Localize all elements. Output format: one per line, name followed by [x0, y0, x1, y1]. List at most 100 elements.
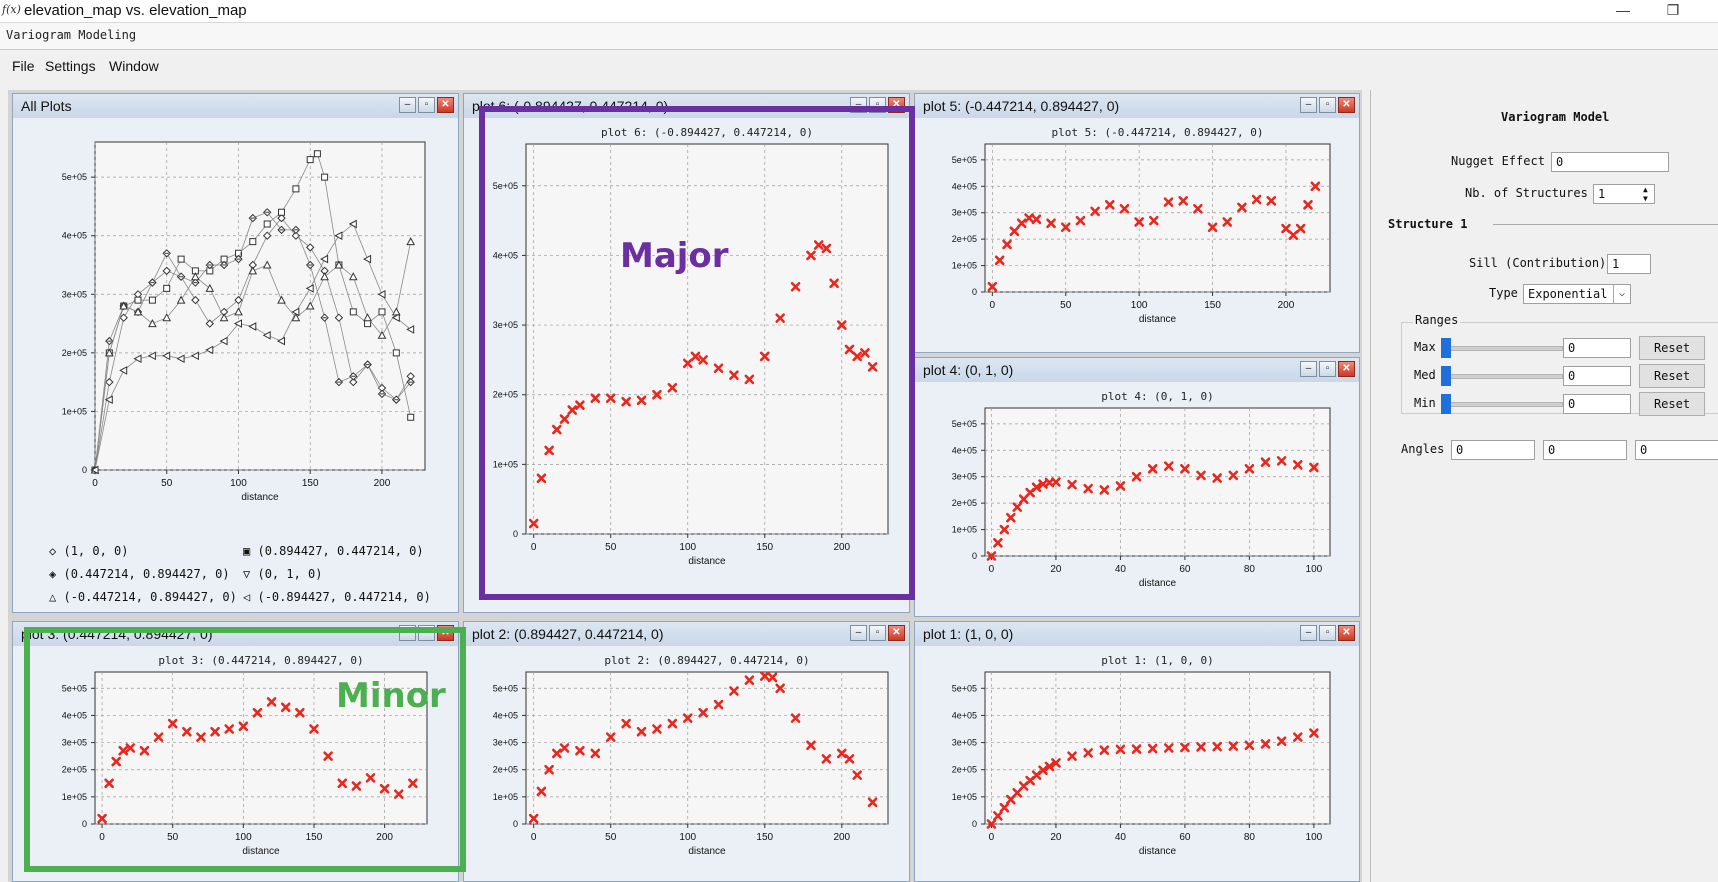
slider-handle[interactable]: [1441, 394, 1451, 414]
x-tick-label: 100: [1306, 832, 1323, 843]
type-select[interactable]: Exponential ⌵: [1523, 284, 1631, 304]
y-tick-label: 4e+05: [493, 710, 518, 720]
restore-button[interactable]: ❐: [1666, 2, 1680, 18]
maximize-icon[interactable]: ▫: [1319, 361, 1336, 377]
plot6-window[interactable]: plot 6: (-0.894427, 0.447214, 0) – ▫ ✕ plo…: [463, 93, 910, 613]
data-point: [147, 351, 156, 361]
spin-arrows-icon[interactable]: ▲ ▼: [1643, 185, 1648, 203]
x-tick-label: 200: [833, 832, 850, 843]
data-point: [860, 348, 870, 358]
window-titlebar[interactable]: plot 4: (0, 1, 0) – ▫ ✕: [915, 358, 1359, 382]
data-point: [406, 377, 415, 387]
close-icon[interactable]: ✕: [437, 97, 454, 113]
data-point: [334, 260, 344, 269]
menu-bar: File Settings Window: [0, 52, 1718, 80]
data-point: [363, 360, 372, 369]
data-point: [262, 231, 272, 240]
plot5-window[interactable]: plot 5: (-0.447214, 0.894427, 0) – ▫ ✕ plo…: [914, 93, 1360, 353]
range-min-reset-button[interactable]: Reset: [1639, 392, 1705, 416]
data-point: [590, 748, 601, 759]
data-point: [986, 819, 997, 829]
minimize-icon[interactable]: –: [399, 97, 416, 113]
minimize-icon[interactable]: –: [1300, 625, 1317, 641]
data-point: [407, 413, 415, 421]
angle-1-input[interactable]: [1451, 440, 1535, 460]
window-titlebar[interactable]: All Plots – ▫ ✕: [13, 94, 458, 118]
y-tick-label: 1e+05: [952, 261, 977, 271]
data-point: [176, 272, 186, 281]
data-point: [97, 813, 107, 824]
data-point: [252, 707, 263, 718]
data-point: [219, 336, 228, 346]
plot3-window[interactable]: plot 3: (0.447214, 0.894427, 0) – ▫ ✕ plot…: [12, 621, 459, 882]
data-point: [309, 724, 319, 734]
module-header: Variogram Modeling: [0, 23, 1718, 50]
data-point: [1005, 512, 1016, 523]
plot1-window[interactable]: plot 1: (1, 0, 0) – ▫ ✕ plot 1: (1, 0, 0) 0…: [914, 621, 1360, 882]
sill-input[interactable]: [1607, 254, 1651, 274]
data-point: [1207, 222, 1218, 233]
data-point: [295, 707, 305, 718]
x-tick-label: 150: [302, 478, 319, 489]
range-min-input[interactable]: [1563, 394, 1631, 414]
close-icon[interactable]: ✕: [888, 625, 905, 641]
close-icon[interactable]: ✕: [1338, 97, 1355, 113]
range-med-input[interactable]: [1563, 366, 1631, 386]
minimize-icon[interactable]: –: [850, 625, 867, 641]
maximize-icon[interactable]: ▫: [1319, 625, 1336, 641]
menu-settings[interactable]: Settings: [45, 58, 96, 74]
data-point: [1260, 457, 1271, 467]
maximize-icon[interactable]: ▫: [1319, 97, 1336, 113]
minimize-icon[interactable]: –: [1300, 361, 1317, 377]
window-titlebar[interactable]: plot 2: (0.894427, 0.447214, 0) – ▫ ✕: [464, 622, 909, 646]
slider-handle[interactable]: [1441, 366, 1451, 386]
data-point: [392, 395, 401, 404]
data-point: [775, 683, 785, 694]
nstruct-spinbox[interactable]: [1593, 184, 1655, 204]
chevron-down-icon[interactable]: ⌵: [1613, 285, 1630, 303]
data-point: [162, 313, 172, 322]
data-point: [278, 208, 285, 216]
menu-window[interactable]: Window: [109, 58, 159, 74]
data-point: [162, 266, 171, 276]
range-max-reset-button[interactable]: Reset: [1639, 336, 1705, 360]
maximize-icon[interactable]: ▫: [418, 97, 435, 113]
plot2-window[interactable]: plot 2: (0.894427, 0.447214, 0) – ▫ ✕ plot…: [463, 621, 910, 882]
close-icon[interactable]: ✕: [1338, 361, 1355, 377]
range-max-slider[interactable]: [1441, 336, 1563, 360]
range-max-input[interactable]: [1563, 338, 1631, 358]
plot-title: plot 2: (0.894427, 0.447214, 0): [604, 654, 809, 667]
range-min-slider[interactable]: [1441, 392, 1563, 416]
data-point: [636, 395, 647, 406]
minimize-icon[interactable]: –: [1300, 97, 1317, 113]
data-point: [836, 320, 847, 330]
window-titlebar[interactable]: plot 1: (1, 0, 0) – ▫ ✕: [915, 622, 1359, 646]
x-tick-label: 0: [990, 300, 996, 311]
plot4-window[interactable]: plot 4: (0, 1, 0) – ▫ ✕ plot 4: (0, 1, 0) 0…: [914, 357, 1360, 617]
all-plots-window[interactable]: All Plots – ▫ ✕ 0 1e+05 2e+05 3e+05 4e+05 5e+05…: [12, 93, 459, 613]
data-point: [544, 445, 554, 456]
window-titlebar[interactable]: plot 5: (-0.447214, 0.894427, 0) – ▫ ✕: [915, 94, 1359, 118]
data-point: [1119, 203, 1130, 214]
y-tick-label: 1e+05: [952, 792, 977, 802]
nugget-input[interactable]: [1551, 152, 1669, 172]
angle-3-input[interactable]: [1635, 440, 1718, 460]
range-med-slider[interactable]: [1441, 364, 1563, 388]
data-point: [134, 296, 142, 304]
data-point: [605, 393, 616, 403]
data-point: [767, 672, 778, 683]
data-point: [1163, 197, 1174, 207]
maximize-icon[interactable]: ▫: [869, 625, 886, 641]
angle-2-input[interactable]: [1543, 440, 1627, 460]
data-point: [321, 173, 329, 181]
minimize-button[interactable]: —: [1616, 2, 1630, 18]
nstruct-label: Nb. of Structures: [1465, 186, 1588, 200]
minor-highlight-box: [24, 627, 466, 872]
close-icon[interactable]: ✕: [1338, 625, 1355, 641]
data-point: [1060, 222, 1071, 233]
data-point: [1012, 502, 1023, 512]
slider-handle[interactable]: [1441, 338, 1451, 358]
menu-file[interactable]: File: [12, 58, 35, 74]
major-highlight-box: [479, 106, 915, 600]
range-med-reset-button[interactable]: Reset: [1639, 364, 1705, 388]
